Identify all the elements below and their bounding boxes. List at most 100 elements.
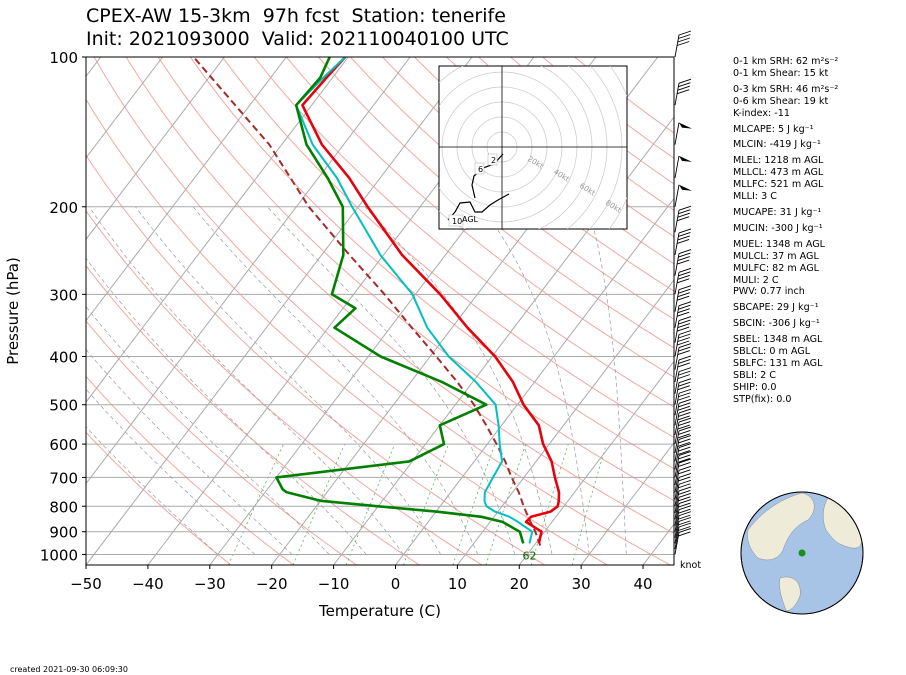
- y-tick-label: 500: [49, 397, 78, 415]
- wind-barb: [674, 343, 692, 370]
- wind-barb: [674, 516, 692, 544]
- index-line: SBCAPE: 29 J kg⁻¹: [733, 302, 819, 314]
- isotherm: [580, 442, 674, 565]
- wind-barb: [674, 450, 692, 478]
- wind-barb: [674, 267, 692, 295]
- isotherm: [333, 116, 674, 565]
- wind-barb: [674, 249, 692, 276]
- y-tick-label: 700: [49, 469, 78, 487]
- wind-barb: [674, 486, 692, 513]
- wind-units-label: knot: [680, 560, 702, 571]
- y-axis-label: Pressure (hPa): [4, 257, 22, 365]
- moist-adiabat: [86, 426, 219, 555]
- isotherm: [86, 57, 287, 322]
- isotherm: [86, 57, 473, 565]
- dewpoint-profile: [275, 57, 525, 544]
- isotherm: [86, 57, 349, 403]
- wind-barb: [674, 505, 692, 532]
- isotherm: [86, 57, 411, 485]
- wind-barb: [674, 388, 692, 416]
- dry-adiabat: [350, 57, 674, 320]
- wind-barb: [674, 205, 692, 233]
- index-line: SHIP: 0.0: [733, 381, 777, 393]
- dry-adiabat: [286, 57, 674, 378]
- y-tick-label: 300: [49, 286, 78, 304]
- wind-barb: [674, 499, 692, 526]
- index-line: SBEL: 1348 m AGL: [733, 334, 823, 346]
- hodograph-height-box: [448, 214, 464, 227]
- wind-barb: [674, 522, 692, 550]
- index-line: SBLI: 2 C: [733, 369, 776, 381]
- y-tick-label: 400: [49, 349, 78, 367]
- globe-locator-map: [740, 491, 864, 615]
- wind-barb: [674, 316, 692, 343]
- dry-adiabat: [125, 57, 674, 535]
- temperature-profile: [301, 57, 561, 544]
- dry-adiabat: [86, 265, 420, 565]
- index-line: K-index: -11: [733, 107, 790, 119]
- x-tick-label: 0: [391, 575, 401, 593]
- wind-barb: [674, 122, 692, 145]
- index-line: MLLFC: 521 m AGL: [733, 179, 824, 191]
- y-tick-label: 100: [49, 49, 78, 67]
- index-line: MULFC: 82 m AGL: [733, 262, 819, 274]
- x-tick-label: −40: [132, 575, 164, 593]
- wind-barb: [674, 511, 692, 538]
- wind-barb: [674, 434, 692, 462]
- moist-adiabat: [364, 206, 553, 555]
- y-tick-label: 1000: [40, 546, 78, 564]
- moist-adiabat: [587, 206, 627, 555]
- y-tick-label: 600: [49, 436, 78, 454]
- dry-adiabat: [86, 320, 357, 565]
- mixing-ratio-line: [571, 443, 607, 565]
- mixing-ratio-line: [345, 443, 396, 565]
- dry-adiabat: [189, 57, 674, 470]
- dry-adiabat: [253, 57, 674, 408]
- dry-adiabat: [382, 57, 674, 292]
- globe-land-south-america: [779, 576, 801, 611]
- mixing-ratio-line: [530, 443, 569, 565]
- isotherm: [518, 360, 674, 565]
- wind-barb: [674, 301, 692, 328]
- index-line: MLLI: 3 C: [733, 191, 777, 203]
- index-line: PWV: 0.77 inch: [733, 286, 805, 298]
- wind-barb: [674, 184, 692, 207]
- moist-adiabat: [481, 206, 590, 555]
- wind-barb: [674, 465, 692, 493]
- dry-adiabat: [86, 375, 295, 565]
- index-line: 0-6 km Shear: 19 kt: [733, 95, 829, 107]
- isotherm: [86, 57, 225, 241]
- index-line: MULCL: 37 m AGL: [733, 250, 819, 262]
- wind-barb: [674, 30, 692, 58]
- index-line: STP(fix): 0.0: [733, 393, 792, 405]
- wind-barb: [674, 417, 692, 445]
- dry-adiabat: [221, 57, 674, 439]
- index-line: MLEL: 1218 m AGL: [733, 155, 824, 167]
- isotherm: [456, 279, 674, 565]
- x-tick-label: 20: [510, 575, 529, 593]
- x-tick-label: −10: [318, 575, 350, 593]
- wind-barb: [674, 330, 692, 357]
- dry-adiabat: [414, 57, 674, 265]
- dry-adiabat: [86, 98, 608, 565]
- index-line: SBLFC: 131 m AGL: [733, 357, 823, 369]
- dry-adiabat: [86, 209, 483, 565]
- globe-land-europe-africa: [823, 497, 863, 549]
- wind-barb: [674, 408, 692, 435]
- virtual-profile: [295, 57, 534, 544]
- chart-title-line1: CPEX-AW 15-3km 97h fcst Station: tenerif…: [86, 5, 506, 27]
- wind-barb: [674, 528, 692, 555]
- x-tick-label: −30: [194, 575, 226, 593]
- moist-adiabat: [267, 206, 516, 555]
- mixing-ratio-line: [403, 443, 449, 565]
- hodograph-height-label: 6: [478, 165, 483, 174]
- hodograph-height-box: [487, 153, 498, 166]
- mixing-ratio-line: [485, 443, 527, 565]
- index-line: MLLCL: 473 m AGL: [733, 167, 824, 179]
- x-axis-label: Temperature (C): [318, 602, 441, 620]
- dry-adiabat: [157, 57, 674, 502]
- hodograph-frame: [438, 65, 628, 230]
- wind-barb: [674, 458, 692, 486]
- wind-barb: [674, 472, 692, 500]
